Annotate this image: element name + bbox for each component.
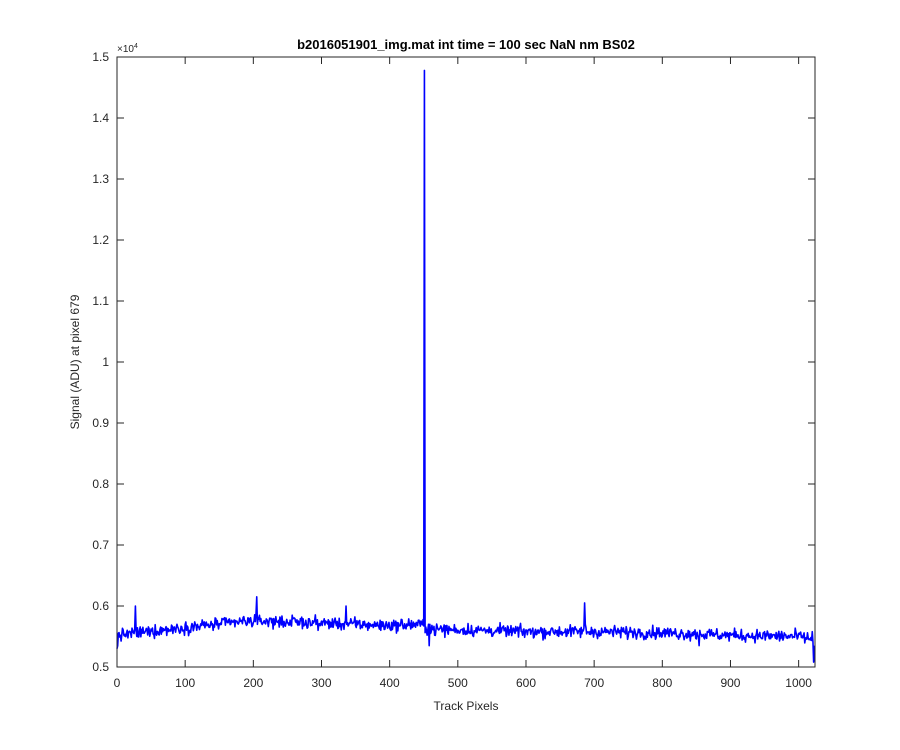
y-tick-label: 0.7 xyxy=(92,538,109,552)
x-tick-label: 800 xyxy=(652,676,672,690)
y-exponent-base: ×10 xyxy=(117,44,134,55)
plot-area xyxy=(117,57,815,667)
y-tick-label: 0.9 xyxy=(92,416,109,430)
y-tick-label: 0.8 xyxy=(92,477,109,491)
y-tick-label: 1 xyxy=(102,355,109,369)
y-axis-ticks: 0.5 0.6 0.7 0.8 0.9 1 1.1 1.2 1.3 1.4 1.5 xyxy=(92,50,815,674)
x-tick-label: 0 xyxy=(114,676,121,690)
chart-title: b2016051901_img.mat int time = 100 sec N… xyxy=(297,37,635,52)
y-tick-label: 1.2 xyxy=(92,233,109,247)
y-tick-label: 1.4 xyxy=(92,111,109,125)
x-axis-label: Track Pixels xyxy=(434,699,499,713)
x-tick-label: 500 xyxy=(448,676,468,690)
x-tick-label: 400 xyxy=(380,676,400,690)
y-tick-label: 1.3 xyxy=(92,172,109,186)
x-tick-label: 900 xyxy=(720,676,740,690)
x-tick-label: 1000 xyxy=(785,676,812,690)
y-exponent-power: 4 xyxy=(134,43,138,50)
x-tick-label: 100 xyxy=(175,676,195,690)
x-tick-label: 200 xyxy=(243,676,263,690)
y-tick-label: 1.1 xyxy=(92,294,109,308)
x-tick-label: 600 xyxy=(516,676,536,690)
x-tick-label: 300 xyxy=(311,676,331,690)
y-axis-label: Signal (ADU) at pixel 679 xyxy=(68,294,82,429)
y-tick-label: 0.6 xyxy=(92,599,109,613)
y-exponent-label: ×104 xyxy=(117,43,138,55)
data-layer xyxy=(116,69,816,663)
series-line xyxy=(116,69,816,663)
x-tick-label: 700 xyxy=(584,676,604,690)
y-tick-label: 1.5 xyxy=(92,50,109,64)
x-axis-ticks: 0 100 200 300 400 500 600 700 800 900 1000 xyxy=(114,57,812,690)
y-tick-label: 0.5 xyxy=(92,660,109,674)
